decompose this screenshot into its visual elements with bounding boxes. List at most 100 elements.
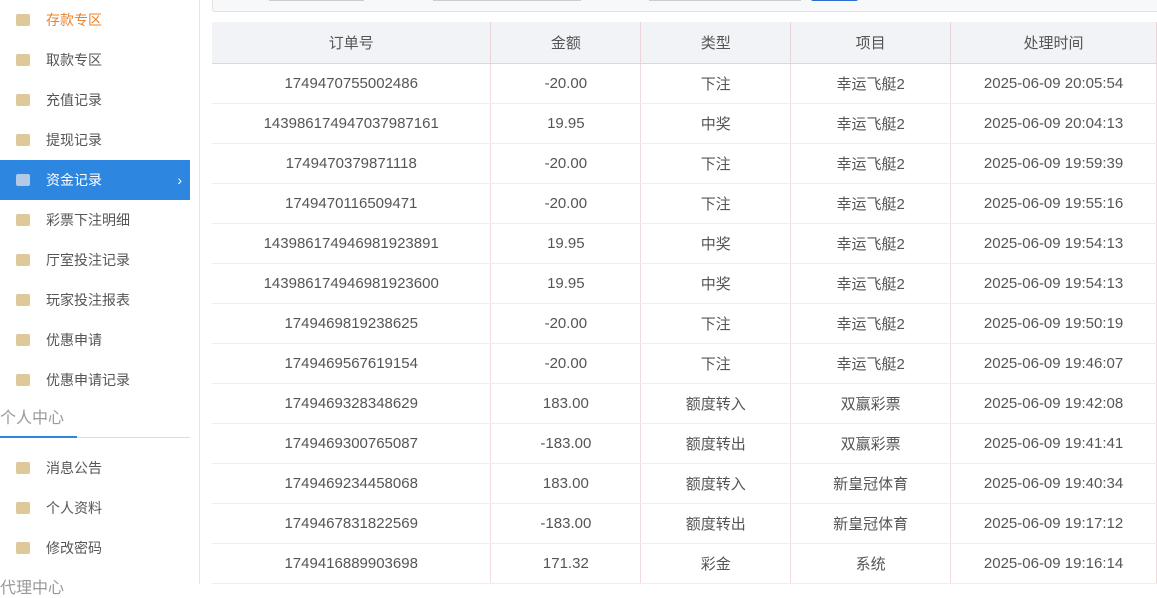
table-cell: -183.00 bbox=[490, 503, 642, 544]
sidebar-item[interactable]: 资金记录 › bbox=[0, 160, 190, 200]
table-cell: 2025-06-09 19:50:19 bbox=[950, 303, 1157, 344]
table-cell: 171.32 bbox=[490, 543, 642, 584]
end-date-input[interactable] bbox=[649, 0, 801, 1]
sidebar-item-label: 修改密码 bbox=[46, 540, 102, 556]
table-cell: 19.95 bbox=[490, 103, 642, 144]
table-cell: 1749416889903698 bbox=[212, 543, 492, 584]
table-cell: 新皇冠体育 bbox=[790, 463, 952, 504]
sidebar-item[interactable]: 优惠申请记录 bbox=[0, 360, 190, 400]
table-cell: 幸运飞艇2 bbox=[790, 103, 952, 144]
table-cell: 下注 bbox=[640, 143, 792, 184]
table-cell: 1749469567619154 bbox=[212, 343, 492, 384]
list-icon bbox=[16, 254, 30, 266]
sidebar-item[interactable]: 彩票下注明细 bbox=[0, 200, 190, 240]
sidebar-item-label: 优惠申请记录 bbox=[46, 372, 130, 388]
sidebar-item[interactable]: 充值记录 bbox=[0, 80, 190, 120]
sidebar-item[interactable]: 厅室投注记录 bbox=[0, 240, 190, 280]
table-cell: -20.00 bbox=[490, 343, 642, 384]
table-row: 1749470755002486 -20.00 下注 幸运飞艇2 2025-06-09 … bbox=[212, 63, 1157, 104]
gear-icon bbox=[16, 542, 30, 554]
table-cell: 双赢彩票 bbox=[790, 383, 952, 424]
table-cell: 2025-06-09 19:55:16 bbox=[950, 183, 1157, 224]
table-cell: 新皇冠体育 bbox=[790, 503, 952, 544]
table-cell: 1749467831822569 bbox=[212, 503, 492, 544]
table-row: 14398617494703798716​1 19.95 中奖 幸运飞艇2 2025-0… bbox=[212, 103, 1157, 144]
funds-icon bbox=[16, 174, 30, 186]
table-cell: 下注 bbox=[640, 63, 792, 104]
section-title: 个人中心 bbox=[0, 404, 190, 438]
table-cell: 19.95 bbox=[490, 263, 642, 304]
table-cell: 彩金 bbox=[640, 543, 792, 584]
chevron-right-icon: › bbox=[177, 172, 182, 188]
table-cell: 1749469300765087 bbox=[212, 423, 492, 464]
table-row: 1749470116509471 -20.00 下注 幸运飞艇2 2025-06-09 … bbox=[212, 183, 1157, 224]
money-bag-icon bbox=[16, 94, 30, 106]
table-cell: 1749470755002486 bbox=[212, 63, 492, 104]
table-cell: 2025-06-09 19:54:13 bbox=[950, 223, 1157, 264]
table-cell: 下注 bbox=[640, 343, 792, 384]
table-cell: -20.00 bbox=[490, 183, 642, 224]
search-button[interactable] bbox=[811, 0, 858, 1]
table-cell: 2025-06-09 19:16:14 bbox=[950, 543, 1157, 584]
table-cell: 幸运飞艇2 bbox=[790, 223, 952, 264]
table-cell: 额度转出 bbox=[640, 423, 792, 464]
table-cell: 1749469819238625 bbox=[212, 303, 492, 344]
table-row: 1749469328348629 183.00 额度转入 双赢彩票 2025-06-09… bbox=[212, 383, 1157, 424]
table-cell: 2025-06-09 19:42:08 bbox=[950, 383, 1157, 424]
table-cell: 2025-06-09 19:17:12 bbox=[950, 503, 1157, 544]
table-cell: 中奖 bbox=[640, 263, 792, 304]
table-cell: 183.00 bbox=[490, 383, 642, 424]
table-cell: 2025-06-09 19:59:39 bbox=[950, 143, 1157, 184]
table-cell: 2025-06-09 20:05:54 bbox=[950, 63, 1157, 104]
chart-icon bbox=[16, 294, 30, 306]
sidebar-item[interactable]: 优惠申请 bbox=[0, 320, 190, 360]
column-header[interactable]: 金额 bbox=[490, 22, 642, 64]
table-row: 1749469819238625 -20.00 下注 幸运飞艇2 2025-06-09 … bbox=[212, 303, 1157, 344]
sidebar-item-label: 个人资料 bbox=[46, 500, 102, 516]
filter-input[interactable] bbox=[269, 0, 364, 1]
sidebar-item-label: 充值记录 bbox=[46, 92, 102, 108]
table-cell: 1749469328348629 bbox=[212, 383, 492, 424]
table-cell: 系统 bbox=[790, 543, 952, 584]
table-cell: 下注 bbox=[640, 303, 792, 344]
table-cell: 中奖 bbox=[640, 223, 792, 264]
sidebar-item[interactable]: 提现记录 bbox=[0, 120, 190, 160]
table-cell: 183.00 bbox=[490, 463, 642, 504]
table-row: 143986174946981923891 19.95 中奖 幸运飞艇2 2025-06… bbox=[212, 223, 1157, 264]
table-cell: 中奖 bbox=[640, 103, 792, 144]
table-cell: 双赢彩票 bbox=[790, 423, 952, 464]
withdraw-icon bbox=[16, 54, 30, 66]
sidebar-item-label: 提现记录 bbox=[46, 132, 102, 148]
column-header[interactable]: 项目 bbox=[790, 22, 952, 64]
sidebar-item[interactable]: 玩家投注报表 bbox=[0, 280, 190, 320]
sidebar-item[interactable]: 修改密码 bbox=[0, 528, 190, 568]
table-cell: 幸运飞艇2 bbox=[790, 343, 952, 384]
start-date-input[interactable] bbox=[433, 0, 581, 1]
table-cell: 143986174946981923600 bbox=[212, 263, 492, 304]
table-cell: -20.00 bbox=[490, 63, 642, 104]
sidebar-item[interactable]: 个人资料 bbox=[0, 488, 190, 528]
sidebar-item-label: 取款专区 bbox=[46, 52, 102, 68]
table-cell: 幸运飞艇2 bbox=[790, 303, 952, 344]
table-cell: 额度转入 bbox=[640, 463, 792, 504]
table-cell: 下注 bbox=[640, 183, 792, 224]
funds-table: 订单号 金额 类型 项目 处理时间 1749470755002486 -20.00 下注 幸运… bbox=[212, 22, 1157, 584]
sidebar-item[interactable]: 取款专区 bbox=[0, 40, 190, 80]
wallet-icon bbox=[16, 134, 30, 146]
sidebar-item-label: 彩票下注明细 bbox=[46, 212, 130, 228]
list-icon bbox=[16, 374, 30, 386]
sidebar-item[interactable]: 消息公告 bbox=[0, 448, 190, 488]
sidebar-item-label: 存款专区 bbox=[46, 12, 102, 28]
sidebar-item[interactable]: 存款专区 bbox=[0, 0, 190, 40]
table-row: 143986174946981923600 19.95 中奖 幸运飞艇2 2025-06… bbox=[212, 263, 1157, 304]
column-header[interactable]: 类型 bbox=[640, 22, 792, 64]
column-header[interactable]: 处理时间 bbox=[950, 22, 1157, 64]
table-row: 1749469567619154 -20.00 下注 幸运飞艇2 2025-06-09 … bbox=[212, 343, 1157, 384]
table-cell: 2025-06-09 19:54:13 bbox=[950, 263, 1157, 304]
table-cell: 幸运飞艇2 bbox=[790, 63, 952, 104]
table-cell: -183.00 bbox=[490, 423, 642, 464]
column-header[interactable]: 订单号 bbox=[212, 22, 492, 64]
sidebar: 存款专区 取款专区 充值记录 提现记录 资金记录 › 彩票下注明细 厅室投注记录 玩家投注报表优… bbox=[0, 0, 200, 597]
filter-panel bbox=[212, 0, 1157, 12]
table-cell: 2025-06-09 19:40:34 bbox=[950, 463, 1157, 504]
